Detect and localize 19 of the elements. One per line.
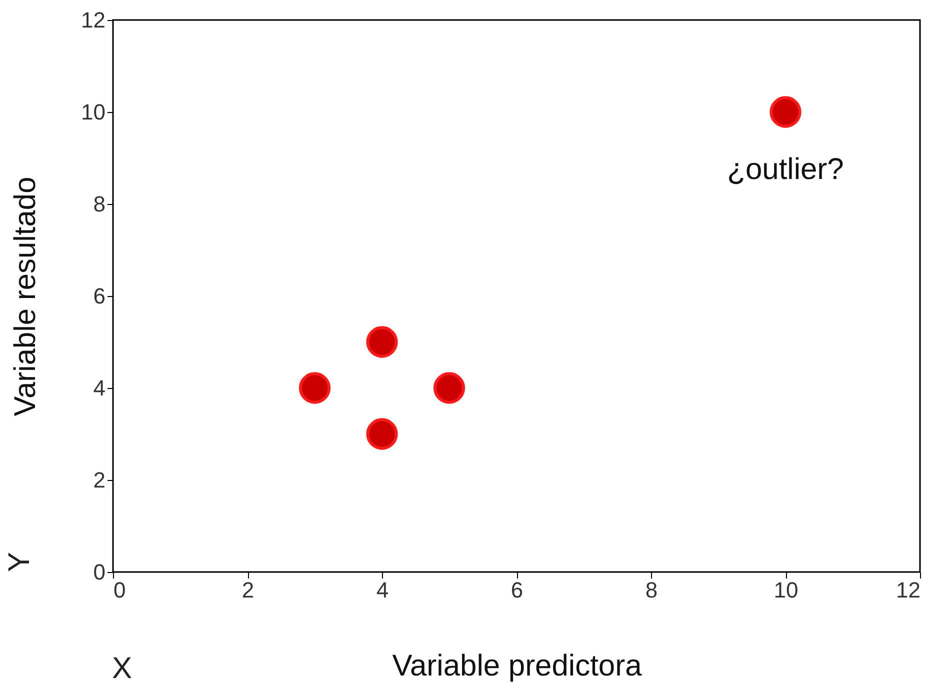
text: X [112, 652, 132, 686]
y-tick-label: 4 [93, 376, 106, 400]
x-tick-label: 2 [242, 578, 254, 602]
x-tick-label: 8 [645, 578, 658, 602]
text: Y [3, 552, 37, 572]
y-axis-title: Variable resultado [9, 176, 42, 416]
x-tick-label: 0 [114, 578, 126, 602]
x-tick-label: 6 [510, 578, 524, 602]
y-tick-label: 0 [93, 560, 106, 584]
x-tick-label: 4 [376, 578, 389, 602]
x-axis-title: Variable predictora [392, 650, 642, 682]
annotation: ¿outlier? [727, 153, 844, 186]
y-tick-label: 2 [93, 468, 106, 492]
x-tick-label: 10 [774, 578, 798, 602]
y-tick-label: 12 [81, 8, 106, 32]
y-tick-label: 10 [81, 100, 106, 124]
x-tick-label: 12 [896, 578, 920, 602]
y-tick-label: 6 [93, 284, 106, 308]
y-tick-label: 8 [93, 192, 106, 216]
